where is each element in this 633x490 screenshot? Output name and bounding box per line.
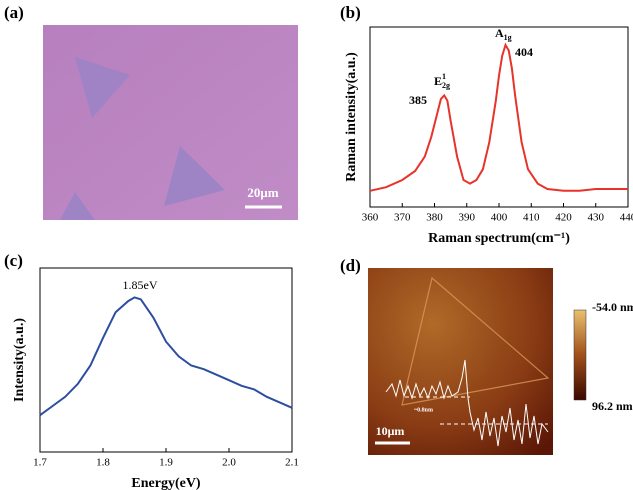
x-tick-label: 390 — [459, 212, 476, 224]
x-tick-label: 380 — [426, 212, 443, 224]
x-tick-label: 1.8 — [96, 457, 110, 469]
x-tick-label: 440 — [620, 212, 633, 224]
x-tick-label: 370 — [394, 212, 411, 224]
annotation: 385 — [409, 93, 427, 107]
plot-frame — [369, 26, 629, 208]
x-tick-label: 400 — [491, 212, 508, 224]
y-axis-label: Intensity(a.u.) — [12, 318, 27, 402]
x-tick-label: 430 — [588, 212, 605, 224]
panel-label: (a) — [4, 3, 24, 22]
annotation: A1g — [495, 26, 512, 42]
x-axis-label: Raman spectrum(cm⁻¹) — [428, 231, 570, 246]
x-tick-label: 410 — [523, 212, 540, 224]
optical-image — [43, 25, 298, 220]
afm-image — [368, 268, 587, 455]
panel-label: (d) — [340, 256, 361, 275]
scale-bar-label: 10μm — [376, 424, 405, 438]
colorbar-label: -54.0 nm — [592, 300, 633, 314]
y-axis-label: Raman intensity(a.u.) — [344, 52, 359, 182]
line-series — [369, 42, 628, 192]
x-tick-label: 1.7 — [33, 457, 47, 469]
x-tick-label: 360 — [362, 212, 379, 224]
x-tick-label: 420 — [555, 212, 572, 224]
plot-frame — [39, 267, 293, 453]
step-label: ~0.8nm — [414, 407, 433, 413]
x-tick-label: 1.9 — [159, 457, 173, 469]
annotation: E1 2g — [434, 72, 450, 90]
scale-bar-label: 20μm — [247, 185, 278, 200]
panel-label: (b) — [340, 3, 361, 22]
panel-label: (c) — [4, 251, 23, 270]
annotation: 404 — [515, 45, 533, 59]
colorbar-label: 96.2 nm — [592, 399, 633, 413]
x-tick-label: 2.1 — [285, 457, 299, 469]
line-series — [39, 296, 293, 417]
x-axis-label: Energy(eV) — [131, 476, 201, 490]
annotation: 1.85eV — [123, 278, 158, 292]
x-tick-label: 2.0 — [222, 457, 236, 469]
